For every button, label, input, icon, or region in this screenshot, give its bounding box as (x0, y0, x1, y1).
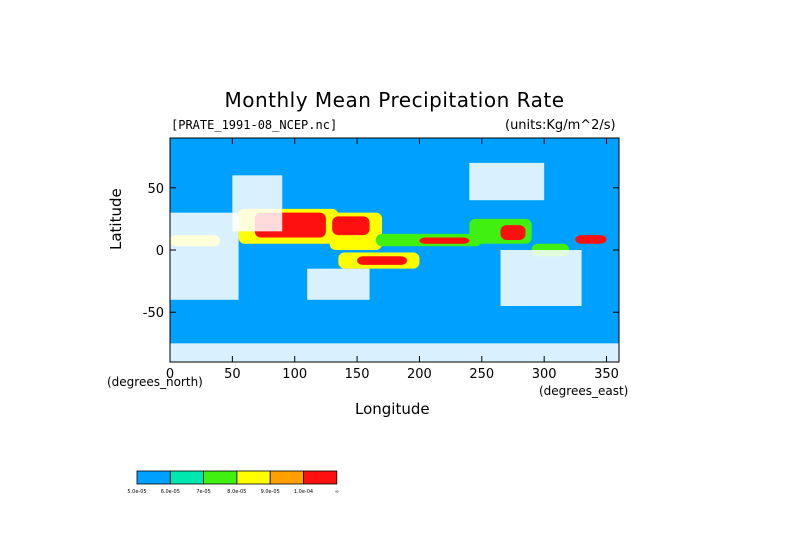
chart-subtitle-file: [PRATE_1991-08_NCEP.nc] (171, 118, 338, 132)
x-axis-label: Longitude (355, 400, 430, 418)
x-tick-label: 300 (532, 367, 557, 382)
colorbar-swatch (203, 470, 238, 485)
colorbar-label: ∞ (335, 489, 339, 495)
chart-title: Monthly Mean Precipitation Rate (224, 88, 565, 112)
precip-region-5 (419, 237, 470, 244)
missing-region-5 (170, 343, 619, 362)
missing-region-2 (307, 268, 370, 300)
precip-region-3 (332, 216, 370, 236)
colorbar-swatch (236, 470, 271, 485)
y-tick-label: 0 (156, 244, 164, 259)
colorbar-swatch (269, 470, 304, 485)
x-tick-label: 50 (224, 367, 241, 382)
colorbar: 5.0e-05 6.0e-05 7e-05 8.0e-05 9.0e-05 1.0e-04… (127, 470, 339, 495)
missing-region-0 (170, 212, 239, 300)
colorbar-swatch (303, 470, 338, 485)
y-axis-label: Latitude (107, 188, 125, 250)
precip-region-7 (357, 256, 407, 265)
x-tick-label: 250 (469, 367, 494, 382)
x-tick-label: 350 (594, 367, 619, 382)
chart-subtitle-units: (units:Kg/m^2/s) (505, 118, 616, 133)
heatmap-cells (170, 138, 619, 362)
x-tick-label: 0 (166, 367, 174, 382)
colorbar-label: 5.0e-05 (127, 489, 146, 495)
colorbar-label: 1.0e-04 (294, 489, 313, 495)
y-tick-label: -50 (143, 306, 164, 321)
missing-region-1 (500, 250, 582, 306)
missing-region-3 (232, 175, 283, 232)
x-tick-label: 100 (282, 367, 307, 382)
y-axis-unit: (degrees_north) (107, 375, 203, 389)
x-tick-label: 150 (345, 367, 370, 382)
x-tick-label: 200 (407, 367, 432, 382)
axes: 0 50 100 150 200 250 300 350 50 0 -50 (143, 137, 620, 382)
precip-region-9 (500, 225, 526, 241)
colorbar-swatch (136, 470, 171, 485)
missing-region-4 (469, 162, 545, 201)
precip-region-10 (575, 235, 607, 244)
colorbar-label: 7e-05 (196, 489, 210, 495)
colorbar-label: 6.0e-05 (161, 489, 180, 495)
colorbar-label: 8.0e-05 (227, 489, 246, 495)
y-tick-label: 50 (147, 182, 164, 197)
colorbar-label: 9.0e-05 (261, 489, 280, 495)
x-axis-unit: (degrees_east) (539, 384, 629, 398)
colorbar-swatch (169, 470, 205, 485)
